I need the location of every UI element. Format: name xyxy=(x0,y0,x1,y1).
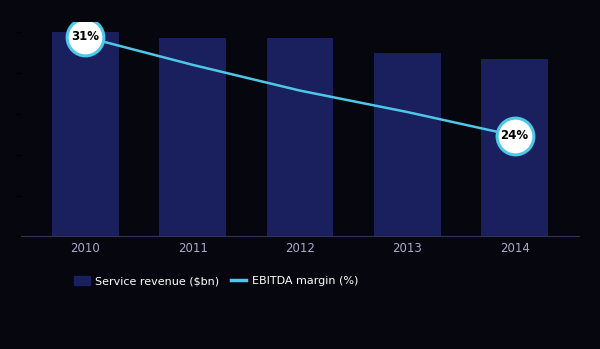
Text: 31%: 31% xyxy=(71,30,100,44)
Bar xyxy=(52,32,119,236)
Point xyxy=(80,34,90,40)
Point xyxy=(510,133,520,139)
Bar xyxy=(374,53,440,236)
Bar xyxy=(481,59,548,236)
Bar xyxy=(160,38,226,236)
Text: 24%: 24% xyxy=(500,129,529,142)
Legend: Service revenue ($bn), EBITDA margin (%): Service revenue ($bn), EBITDA margin (%) xyxy=(70,272,362,291)
Bar xyxy=(267,38,333,236)
